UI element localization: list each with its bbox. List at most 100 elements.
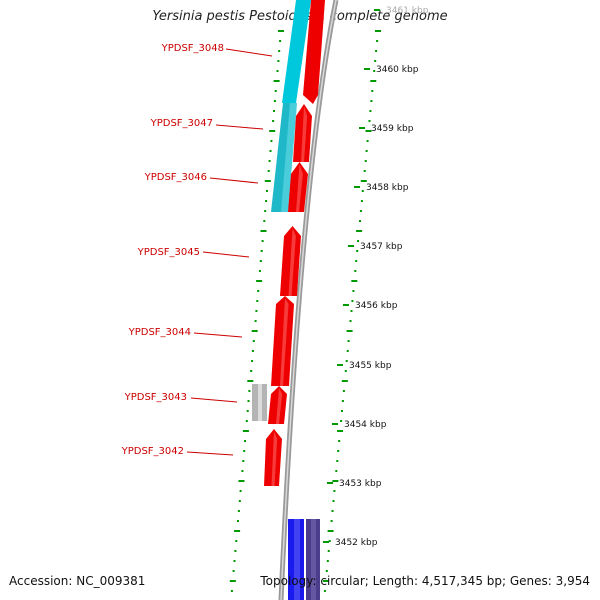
guide-dot (278, 30, 284, 32)
guide-dot (272, 120, 275, 122)
guide-dot (346, 350, 349, 352)
kbp-tick-mark (364, 68, 370, 70)
gene-label-leader (193, 332, 243, 338)
guide-dot (356, 230, 363, 232)
guide-dot (260, 230, 267, 232)
kbp-tick-mark (359, 127, 365, 129)
guide-dot (331, 510, 334, 512)
kbp-tick-mark (323, 541, 329, 543)
guide-dot (326, 560, 329, 562)
dotted-guide-tracks (229, 30, 381, 592)
gene-label: YPDSF_3043 (124, 392, 187, 403)
gene-arrow-3043-shade (276, 388, 283, 424)
guide-dot (328, 540, 331, 542)
guide-dot (356, 250, 359, 252)
guide-dot (342, 390, 345, 392)
guide-dot (333, 490, 336, 492)
kbp-tick-label: 3453 kbp (339, 479, 382, 489)
genome-backbone (278, 0, 339, 600)
gene-arrows (252, 0, 325, 486)
guide-dot (360, 180, 367, 182)
guide-dot (364, 160, 367, 162)
guide-dot (332, 500, 335, 502)
guide-dot (369, 110, 372, 112)
guide-dot (244, 440, 246, 442)
guide-dot (242, 460, 245, 462)
guide-dot (254, 320, 257, 322)
kbp-tick-label: 3458 kbp (366, 183, 409, 193)
guide-dot (259, 260, 262, 262)
cyan-track-lower (271, 103, 297, 212)
guide-dot (351, 300, 354, 302)
guide-dot (359, 220, 361, 222)
guide-dot (374, 60, 377, 62)
gene-arrow-3047 (293, 104, 312, 162)
guide-dot (252, 340, 255, 342)
guide-dot (276, 70, 279, 72)
guide-dot (241, 470, 244, 472)
kbp-tick-mark (332, 423, 338, 425)
accession-text: Accession: NC_009381 (9, 574, 146, 588)
guide-dot (335, 470, 338, 472)
guide-dot (234, 530, 241, 532)
gene-arrow-3043 (268, 386, 287, 424)
guide-dot (250, 370, 253, 372)
guide-dot (234, 550, 237, 552)
guide-dot (351, 280, 358, 282)
guide-dot (359, 210, 362, 212)
guide-dot (337, 450, 340, 452)
guide-dot (260, 250, 263, 252)
guide-dot (332, 480, 339, 482)
guide-dot (376, 40, 379, 42)
guide-dot (263, 220, 266, 222)
guide-dot (371, 90, 374, 92)
kbp-tick-label: 3457 kbp (360, 242, 403, 252)
guide-dot (246, 410, 249, 412)
guide-dot (337, 430, 344, 432)
guide-dot (269, 150, 272, 152)
kbp-tick-mark (343, 304, 349, 306)
guide-dot (277, 60, 280, 62)
guide-dot (273, 100, 276, 102)
kbp-tick-label: 3459 kbp (371, 124, 414, 134)
guide-dot (345, 360, 348, 362)
guide-dot (370, 100, 373, 102)
guide-dot (341, 380, 348, 382)
guide-dot (247, 400, 250, 402)
kbp-ticks: 3461 kbp 3460 kbp 3459 kbp 3458 kbp 3457 kbp… (323, 6, 429, 548)
guide-dot (373, 70, 376, 72)
guide-dot (261, 240, 264, 242)
gene-arrow-3048 (303, 0, 325, 104)
guide-dot (267, 170, 270, 172)
guide-dot (341, 410, 343, 412)
right-dotted-guide (322, 30, 381, 592)
gene-label-leader (215, 124, 264, 130)
guide-dot (229, 580, 236, 582)
feature-tracks (271, 0, 320, 600)
guide-dot (266, 190, 268, 192)
guide-dot (365, 150, 368, 152)
guide-dot (255, 310, 258, 312)
gene-arrow-3045 (280, 226, 301, 296)
guide-dot (360, 200, 363, 202)
guide-dot (327, 550, 330, 552)
gene-label-leader (186, 451, 234, 456)
guide-dot (279, 40, 282, 42)
guide-dot (323, 590, 326, 592)
guide-dot (257, 290, 260, 292)
gene-arrow-3042-shade (271, 431, 278, 486)
guide-dot (256, 280, 263, 282)
guide-dot (251, 330, 258, 332)
guide-dot (251, 360, 254, 362)
gene-label: YPDSF_3044 (128, 327, 191, 338)
gray-gene-shade (258, 384, 262, 421)
guide-dot (233, 560, 236, 562)
gene-arrow-3045-shade (288, 228, 296, 296)
guide-dot (258, 270, 261, 272)
guide-dot (368, 120, 371, 122)
guide-dot (232, 570, 235, 572)
guide-dot (235, 540, 238, 542)
gene-arrow-3047-shade (301, 106, 308, 162)
guide-dot (375, 50, 378, 52)
